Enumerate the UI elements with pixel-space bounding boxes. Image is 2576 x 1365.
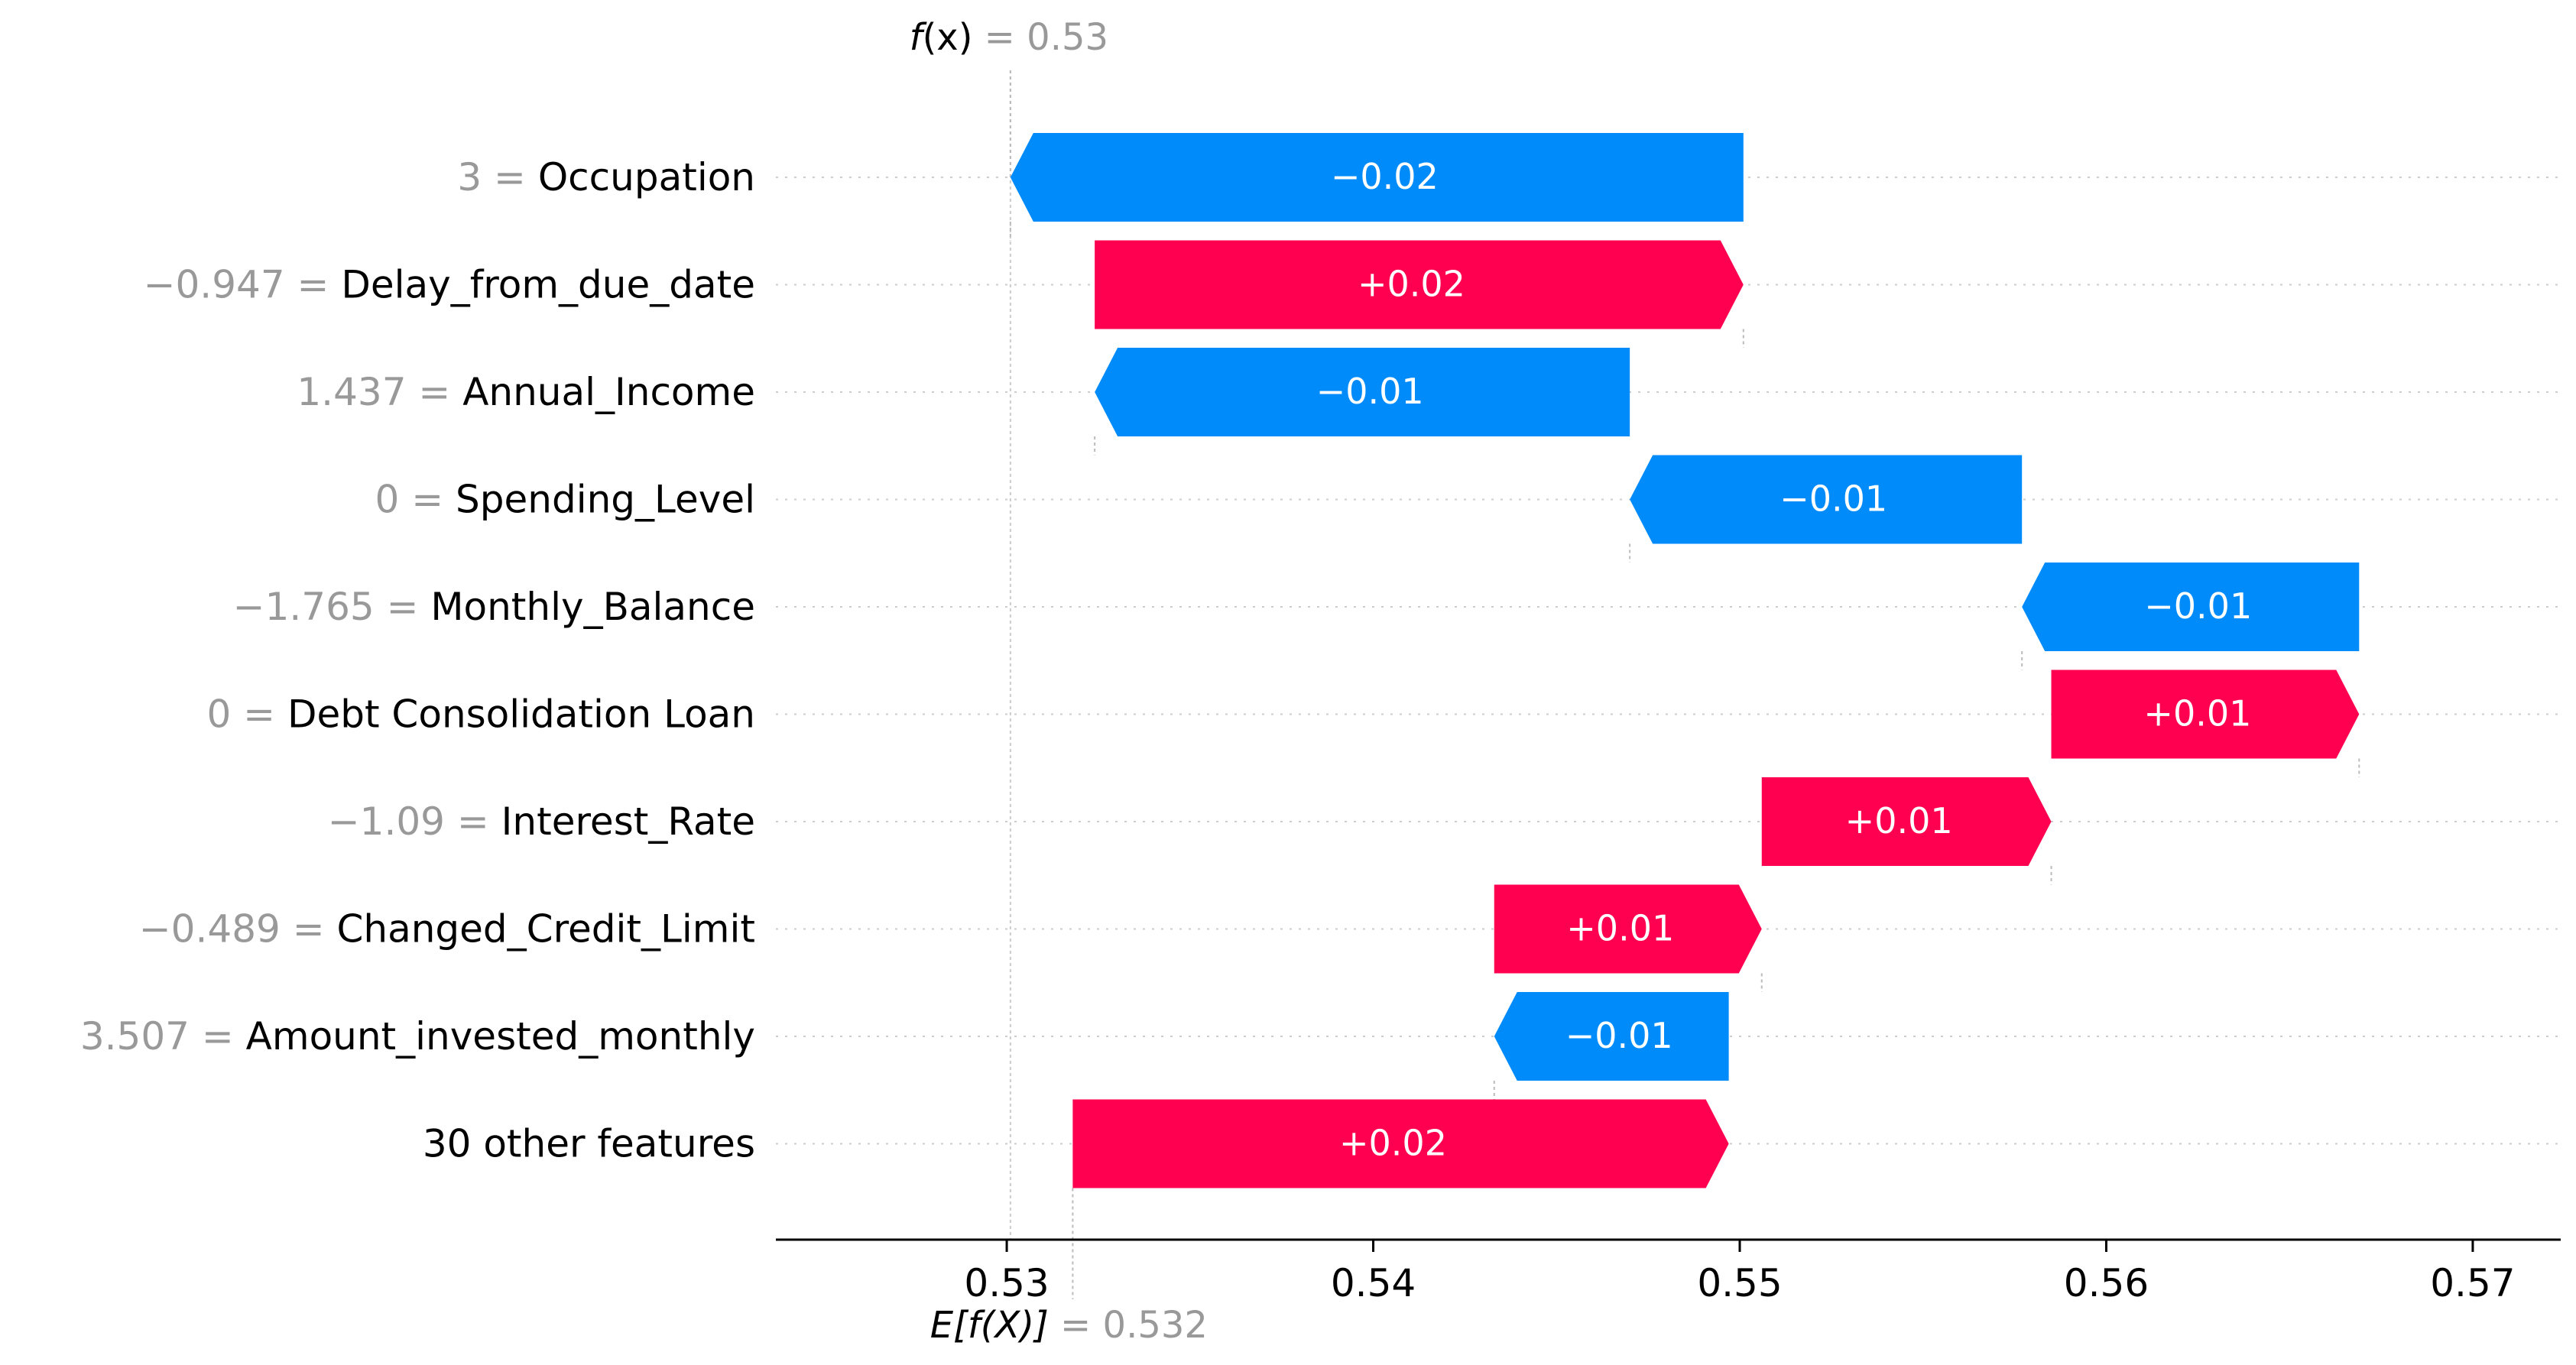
bar-value-label: +0.02: [1358, 264, 1465, 305]
feature-value: −1.09 =: [328, 799, 501, 844]
negative-bar: [1494, 992, 1729, 1081]
feature-label: 0 = Spending_Level: [375, 478, 755, 522]
feature-label: 30 other features: [423, 1122, 755, 1166]
fx-value: = 0.53: [972, 16, 1108, 59]
negative-bar: [2022, 563, 2360, 651]
feature-label: 1.437 = Annual_Income: [297, 370, 755, 414]
positive-bar: [2051, 670, 2360, 759]
fx-annotation: f(x) = 0.53: [910, 16, 1108, 59]
feature-value: 1.437 =: [297, 370, 462, 414]
feature-name: Debt Consolidation Loan: [287, 692, 755, 737]
bar-value-label: +0.01: [2143, 693, 2251, 734]
fx-label: (x): [923, 16, 973, 59]
positive-bar: [1072, 1099, 1729, 1188]
feature-name: Monthly_Balance: [430, 585, 755, 629]
feature-value: −1.765 =: [233, 585, 431, 629]
annotation-layer: f(x) = 0.53 E[f(X)] = 0.532: [910, 16, 1208, 1347]
feature-value: 3 =: [457, 155, 538, 199]
feature-label: −1.09 = Interest_Rate: [328, 799, 755, 844]
positive-bar: [1494, 884, 1762, 974]
feature-name: Occupation: [538, 155, 755, 199]
base-annotation: E[f(X)] = 0.532: [930, 1304, 1208, 1347]
feature-label: 3 = Occupation: [457, 155, 755, 199]
feature-value: 0 =: [375, 478, 456, 522]
bar-layer: [1010, 133, 2360, 1188]
x-tick-label: 0.56: [2064, 1261, 2149, 1305]
bar-value-label: −0.01: [1565, 1015, 1673, 1056]
label-layer: 3 = Occupation −0.02 −0.947 = Delay_from_d…: [80, 155, 2252, 1166]
bar-value-label: −0.01: [1780, 478, 1887, 520]
x-tick-label: 0.55: [1697, 1261, 1782, 1305]
x-axis: 0.53 0.54 0.55 0.56 0.57: [776, 1238, 2561, 1305]
feature-name: Changed_Credit_Limit: [337, 907, 756, 952]
feature-label: −1.765 = Monthly_Balance: [233, 585, 755, 629]
bar-value-label: −0.01: [2144, 585, 2252, 627]
feature-value: 0 =: [206, 692, 287, 737]
feature-value: −0.489 =: [139, 907, 337, 952]
negative-bar: [1010, 133, 1744, 222]
positive-bar: [1095, 240, 1744, 329]
x-tick-label: 0.53: [964, 1261, 1049, 1305]
feature-label: −0.947 = Delay_from_due_date: [144, 263, 755, 307]
negative-bar: [1630, 455, 2023, 544]
bar-value-label: −0.02: [1331, 156, 1439, 197]
x-tick-label: 0.54: [1331, 1261, 1416, 1305]
feature-name: Spending_Level: [456, 478, 755, 522]
feature-value: 3.507 =: [80, 1014, 246, 1059]
feature-name: 30 other features: [423, 1122, 755, 1166]
bar-value-label: +0.01: [1845, 800, 1953, 841]
negative-bar: [1095, 348, 1630, 436]
feature-label: 0 = Debt Consolidation Loan: [206, 692, 755, 737]
feature-name: Amount_invested_monthly: [246, 1014, 755, 1059]
x-tick-label: 0.57: [2430, 1261, 2515, 1305]
base-value: = 0.532: [1049, 1304, 1208, 1347]
feature-name: Annual_Income: [462, 370, 755, 414]
positive-bar: [1761, 777, 2052, 866]
bar-value-label: −0.01: [1316, 371, 1424, 412]
feature-label: −0.489 = Changed_Credit_Limit: [139, 907, 755, 952]
bar-value-label: +0.02: [1339, 1123, 1447, 1164]
feature-label: 3.507 = Amount_invested_monthly: [80, 1014, 755, 1059]
guide-layer: [1009, 70, 2360, 1299]
feature-name: Interest_Rate: [501, 799, 755, 844]
feature-name: Delay_from_due_date: [341, 263, 755, 307]
feature-value: −0.947 =: [144, 263, 342, 307]
base-label: E[f(X)]: [930, 1304, 1049, 1347]
bar-value-label: +0.01: [1566, 908, 1674, 949]
